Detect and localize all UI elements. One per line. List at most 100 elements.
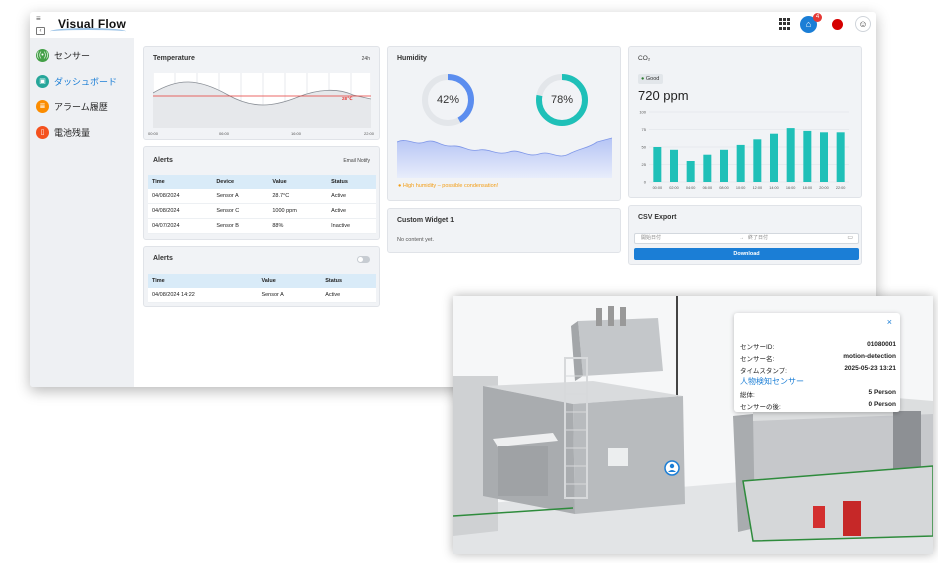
co2-bar <box>736 144 745 182</box>
custom-widget-card: Custom Widget 1 No content yet. <box>387 208 621 253</box>
email-notify-toggle[interactable]: Email Notify <box>343 158 370 164</box>
table-cell: 04/08/2024 <box>148 189 213 204</box>
x-tick-label: 16:00 <box>786 186 796 190</box>
table-cell: 04/08/2024 <box>148 203 213 219</box>
column-header: Value <box>268 175 328 189</box>
user-account-icon[interactable]: ☺ <box>855 16 871 32</box>
x-tick-label: 08:00 <box>719 186 729 190</box>
table-cell: Inactive <box>327 218 376 234</box>
table-cell: Sensor A <box>257 288 322 303</box>
info-key: センサーの後: <box>740 404 781 411</box>
table-row[interactable]: 04/07/2024 Sensor B 88% Inactive <box>148 218 376 234</box>
end-date-input[interactable]: 終了日付 <box>748 235 769 241</box>
x-tick-label: 00:00 <box>653 186 663 190</box>
x-tick-label: 22:00 <box>836 186 846 190</box>
table-cell: 1000 ppm <box>268 203 328 219</box>
table-cell: Active <box>327 189 376 204</box>
sidebar-item-label: センサー <box>54 50 91 61</box>
sidebar-item-sensors[interactable]: ((•)) センサー <box>36 47 132 63</box>
range-arrow: → <box>739 235 744 241</box>
table-row[interactable]: 04/08/2024 Sensor A 28.7°C Active <box>148 189 376 204</box>
table-header-row: Time Value Status <box>148 274 376 288</box>
info-row: センサーID: 01080001 <box>740 341 896 351</box>
card-title: Alerts <box>153 157 173 164</box>
humidity-area-chart <box>397 137 612 178</box>
calendar-icon[interactable]: ▭ <box>847 235 853 241</box>
notification-count-badge: 4 <box>813 13 822 22</box>
co2-bar <box>786 128 795 182</box>
x-tick: 00:00 <box>148 131 159 136</box>
card-title: CO₂ <box>638 55 651 62</box>
sidebar-item-battery[interactable]: ▯ 電池残量 <box>36 124 132 140</box>
column-header: Status <box>321 274 376 288</box>
alarm-history-icon: ≣ <box>36 99 49 113</box>
collapse-sidebar-icon[interactable]: ‹ <box>36 27 45 35</box>
table-row[interactable]: 04/08/2024 14:22 Sensor A Active <box>148 288 376 303</box>
info-row: 総体: 5 Person <box>740 389 896 399</box>
warning-text: High humidity – possible condensation! <box>402 183 499 189</box>
y-tick-label: 75 <box>642 127 647 132</box>
co2-bar <box>686 161 695 182</box>
alerts-table: Time Value Status 04/08/2024 14:22 Senso… <box>148 274 376 303</box>
alerts-card: Alerts Email Notify Time Device Value St… <box>143 146 380 240</box>
sidebar-item-label: アラーム履歴 <box>54 101 108 112</box>
notification-bell-icon[interactable]: ⌂ <box>800 16 817 33</box>
humidity-gauge-2 <box>536 74 588 126</box>
sidebar-item-alarm-history[interactable]: ≣ アラーム履歴 <box>36 98 132 114</box>
sidebar-item-dashboard[interactable]: ▣ ダッシュボード <box>36 73 132 89</box>
time-range-selector[interactable]: 24h <box>361 56 370 62</box>
hamburger-menu-icon[interactable]: ≡ <box>36 14 41 23</box>
card-title: Temperature <box>153 55 195 62</box>
table-cell: 28.7°C <box>268 189 328 204</box>
card-title: CSV Export <box>638 214 677 221</box>
status-badge-text: Good <box>645 76 660 82</box>
co2-bar <box>703 154 712 182</box>
sensor-type-heading: 人物検知センサー <box>740 377 804 386</box>
gauge-value: 78% <box>550 94 574 106</box>
alerts-table: Time Device Value Status 04/08/2024 Sens… <box>148 175 376 234</box>
sensor-icon: ((•)) <box>36 48 49 62</box>
humidity-card: Humidity 42% 78% ● High <box>387 46 621 201</box>
table-cell: 04/08/2024 14:22 <box>148 288 258 303</box>
x-tick: 06:00 <box>219 131 230 136</box>
x-tick-label: 06:00 <box>703 186 713 190</box>
alerts-toggle-switch[interactable] <box>357 256 370 263</box>
status-dot-icon: ● <box>641 76 645 82</box>
sidebar-item-label: 電池残量 <box>54 127 91 138</box>
co2-bar <box>770 133 778 182</box>
table-header-row: Time Device Value Status <box>148 175 376 189</box>
x-tick-label: 10:00 <box>736 186 746 190</box>
date-range-picker[interactable]: 開始日付 → 終了日付 ▭ <box>634 233 859 244</box>
3d-facility-viewer[interactable]: × センサーID: 01080001 センサー名: motion-detecti… <box>453 296 933 554</box>
co2-bar <box>753 139 762 182</box>
warning-icon: ● <box>398 183 402 189</box>
sidebar: ((•)) センサー ▣ ダッシュボード ≣ アラーム履歴 ▯ 電池残量 <box>30 38 134 387</box>
x-tick-label: 14:00 <box>769 186 779 190</box>
info-row: センサーの後: 0 Person <box>740 401 896 411</box>
close-icon[interactable]: × <box>886 317 892 327</box>
table-cell: Active <box>327 203 376 219</box>
column-header: Value <box>257 274 322 288</box>
y-tick-label: 100 <box>639 110 646 115</box>
table-row[interactable]: 04/08/2024 Sensor C 1000 ppm Active <box>148 203 376 219</box>
status-badge: ● Good <box>638 74 664 84</box>
start-date-input[interactable]: 開始日付 <box>641 235 662 241</box>
csv-export-card: CSV Export 開始日付 → 終了日付 ▭ Download <box>628 205 862 265</box>
sensor-info-popup: × センサーID: 01080001 センサー名: motion-detecti… <box>734 313 900 412</box>
humidity-gauge-1 <box>422 74 474 126</box>
language-flag-icon[interactable] <box>832 19 843 30</box>
info-value: 5 Person <box>868 389 896 396</box>
alerts-card-2: Alerts Time Value Status 04/08/2024 14: <box>143 246 380 307</box>
x-tick-label: 20:00 <box>819 186 829 190</box>
y-tick-label: 50 <box>642 145 647 150</box>
info-key: センサーID: <box>740 344 775 351</box>
table-cell: Sensor C <box>212 203 269 219</box>
y-tick-label: 0 <box>644 180 647 185</box>
x-tick: 16:00 <box>291 131 302 136</box>
table-cell: 04/07/2024 <box>148 218 213 234</box>
download-button[interactable]: Download <box>634 248 859 260</box>
co2-reading: 720 ppm <box>638 88 689 103</box>
apps-grid-icon[interactable] <box>779 18 791 30</box>
card-title: Alerts <box>153 255 173 262</box>
co2-card: CO₂ ● Good 720 ppm 0 25 50 75 100 00:00 02:00 0… <box>628 46 862 198</box>
